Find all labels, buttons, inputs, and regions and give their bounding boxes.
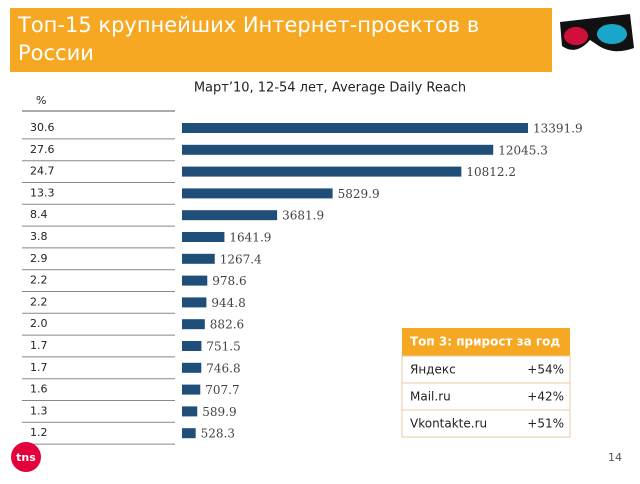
share-label: 1.6 <box>30 383 48 396</box>
value-label: 589.9 <box>202 405 236 419</box>
bar <box>182 406 198 417</box>
logo: tns <box>16 451 36 464</box>
bar <box>182 253 215 264</box>
share-label: 1.7 <box>30 339 48 352</box>
value-label: 3681.9 <box>282 209 324 223</box>
share-label: 2.2 <box>30 295 48 308</box>
table-cell: +51% <box>527 417 564 431</box>
value-label: 707.7 <box>205 383 239 397</box>
bar <box>182 341 202 351</box>
value-label: 13391.9 <box>533 122 583 136</box>
share-label: 1.2 <box>30 426 48 439</box>
bar <box>182 123 528 133</box>
bar <box>182 319 205 330</box>
share-label: 1.7 <box>30 361 48 374</box>
table-header-bg <box>402 328 570 356</box>
table-cell: +42% <box>527 390 564 404</box>
bar <box>182 210 278 221</box>
title: Топ-15 крупнейших Интернет-проектов в Рос… <box>17 13 479 65</box>
share-label: 13.3 <box>30 186 55 199</box>
table-cell: +54% <box>527 363 564 377</box>
value-label: 1267.4 <box>220 252 262 266</box>
table-row <box>401 355 571 384</box>
value-label: 10812.2 <box>466 165 516 179</box>
share-label: 8.4 <box>30 208 48 221</box>
share-label: 2.9 <box>30 252 48 265</box>
value-label: 12045.3 <box>498 143 548 157</box>
table-title: Топ 3: прирост за год <box>410 335 560 349</box>
bar <box>182 384 201 395</box>
share-label: 2.0 <box>30 317 48 330</box>
table-cell: Mail.ru <box>410 390 451 404</box>
table-cell: Яндекс <box>410 363 456 377</box>
logo-badge <box>11 442 41 472</box>
table-row <box>401 409 571 438</box>
value-label: 944.8 <box>211 296 245 310</box>
value-label: 746.8 <box>206 361 240 375</box>
bar <box>182 297 207 308</box>
bar <box>182 428 196 439</box>
share-label: 24.7 <box>30 165 55 178</box>
share-header: % <box>36 94 46 107</box>
share-label: 1.3 <box>30 404 48 417</box>
glasses-icon <box>560 14 634 52</box>
title-box <box>10 8 552 72</box>
bar <box>182 188 333 199</box>
bar <box>182 232 225 242</box>
value-label: 5829.9 <box>338 187 380 201</box>
share-label: 2.2 <box>30 274 48 287</box>
bar <box>182 275 208 286</box>
subtitle: Март’10, 12-54 лет, Average Daily Reach <box>194 81 466 96</box>
bar <box>182 144 494 155</box>
bar <box>182 362 202 373</box>
share-label: 27.6 <box>30 143 55 156</box>
share-label: 3.8 <box>30 230 48 243</box>
share-label: 30.6 <box>30 121 55 134</box>
growth-table: Топ 3: прирост за год Яндекс +54% Mail.ru +… <box>401 328 571 438</box>
value-label: 751.5 <box>206 340 240 354</box>
value-label: 978.6 <box>212 274 246 288</box>
table-cell: Vkontakte.ru <box>410 417 487 431</box>
value-label: 528.3 <box>201 427 235 441</box>
value-label: 1641.9 <box>229 231 271 245</box>
bar <box>182 166 462 177</box>
value-label: 882.6 <box>210 318 244 332</box>
page-number: 14 <box>608 451 622 464</box>
